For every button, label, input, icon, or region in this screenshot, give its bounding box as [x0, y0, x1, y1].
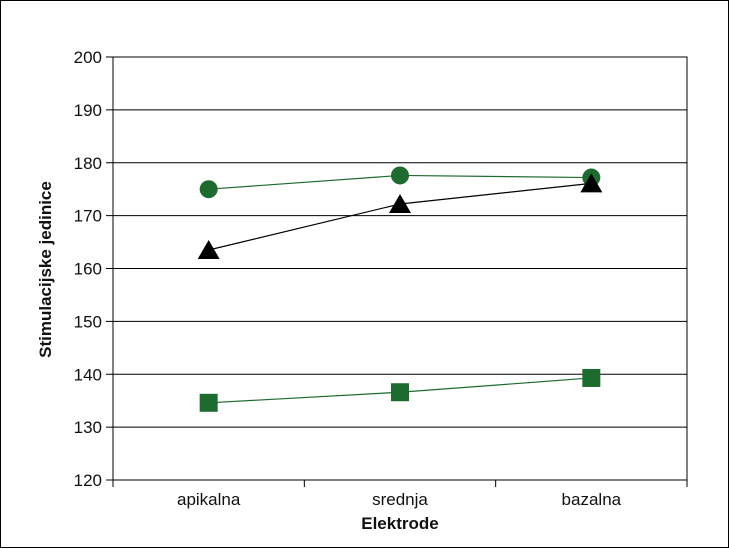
- data-point-circle: [391, 166, 409, 185]
- x-tick-label: apikalna: [177, 490, 241, 509]
- data-point-triangle: [197, 239, 220, 259]
- series-line: [208, 182, 592, 251]
- data-point-square: [199, 393, 218, 412]
- x-tick-label: bazalna: [562, 490, 622, 509]
- x-axis-ticks: apikalna srednja bazalna: [112, 480, 688, 509]
- series-circle: [199, 166, 601, 199]
- y-tick-label: 130: [74, 418, 102, 437]
- y-tick-label: 200: [74, 48, 102, 67]
- y-axis-ticks: 120 130 140 150 160 170 180 190 200: [74, 48, 113, 490]
- data-point-square: [582, 368, 601, 387]
- y-tick-label: 190: [74, 101, 102, 120]
- y-tick-label: 170: [74, 207, 102, 226]
- x-axis-title: Elektrode: [361, 514, 438, 533]
- y-tick-label: 150: [74, 312, 102, 331]
- y-tick-label: 160: [74, 260, 102, 279]
- y-axis-title: Stimulacijske jedinice: [36, 181, 55, 358]
- data-point-triangle: [580, 173, 603, 193]
- y-tick-label: 140: [74, 365, 102, 384]
- x-tick-label: srednja: [372, 490, 428, 509]
- data-point-triangle: [389, 193, 411, 213]
- data-point-circle: [199, 180, 218, 199]
- y-tick-label: 120: [74, 471, 102, 490]
- series-triangle: [197, 173, 603, 259]
- series-group: [197, 166, 603, 412]
- y-tick-label: 180: [74, 154, 102, 173]
- data-point-square: [391, 383, 409, 402]
- series-square: [199, 368, 601, 412]
- grid-lines: [113, 56, 687, 481]
